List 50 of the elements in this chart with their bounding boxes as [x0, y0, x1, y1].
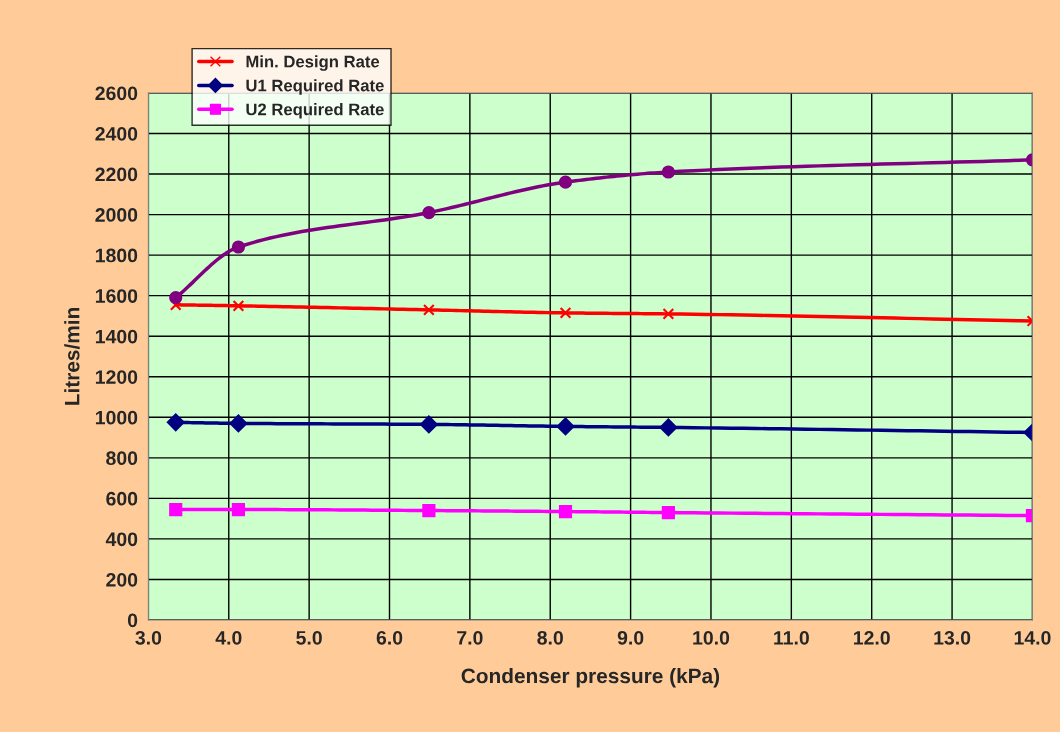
- x-tick-label: 13.0: [934, 630, 971, 645]
- x-tick-label: 3.0: [135, 630, 162, 645]
- y-axis-title: Litres/min: [64, 307, 80, 405]
- y-tick-label: 1800: [95, 248, 138, 263]
- y-tick-label: 600: [106, 491, 138, 506]
- y-tick-label: 1200: [95, 370, 138, 384]
- x-tick-label: 5.0: [296, 630, 322, 645]
- y-tick-label: 0: [127, 613, 138, 628]
- x-axis-title: Condenser pressure (kPa): [461, 667, 720, 688]
- x-tick-label: 8.0: [537, 630, 563, 645]
- x-tick-label: 11.0: [774, 630, 809, 645]
- y-tick-label: 2000: [95, 208, 138, 222]
- point: [661, 165, 675, 179]
- point: [422, 303, 435, 316]
- x-tick-label: 14.0: [1014, 630, 1051, 645]
- point: [659, 418, 678, 437]
- point: [558, 175, 573, 189]
- point: [166, 413, 185, 432]
- x-tick-label: 12.0: [854, 630, 890, 645]
- point: [559, 307, 572, 319]
- x-tick-label: 10.0: [693, 630, 730, 645]
- y-tick-label: 1400: [95, 329, 138, 344]
- point: [232, 299, 245, 312]
- legend-label: U1 Required Rate: [246, 79, 384, 95]
- x-tick-label: 7.0: [457, 630, 483, 645]
- y-tick-label: 2600: [95, 86, 138, 101]
- y-tick-label: 2200: [95, 167, 138, 182]
- point: [422, 503, 436, 518]
- legend-label: Min. Design Rate: [246, 55, 380, 71]
- point: [169, 502, 183, 517]
- point: [422, 205, 436, 220]
- point: [229, 414, 248, 433]
- point: [419, 415, 438, 434]
- x-tick-label: 9.0: [617, 630, 644, 645]
- point: [558, 504, 573, 519]
- y-tick-label: 400: [105, 532, 138, 547]
- y-tick-label: 1000: [95, 410, 138, 425]
- y-tick-label: 200: [106, 572, 138, 587]
- x-tick-label: 4.0: [215, 630, 242, 645]
- point: [231, 502, 246, 517]
- point: [169, 291, 183, 305]
- y-tick-label: 1600: [95, 289, 138, 303]
- legend-label: U2 Required Rate: [246, 103, 384, 119]
- y-tick-label: 800: [106, 451, 138, 466]
- x-tick-label: 6.0: [376, 630, 403, 645]
- point: [556, 417, 575, 436]
- point: [661, 505, 675, 520]
- point: [231, 240, 246, 254]
- y-tick-label: 2400: [95, 126, 138, 141]
- point: [662, 308, 675, 320]
